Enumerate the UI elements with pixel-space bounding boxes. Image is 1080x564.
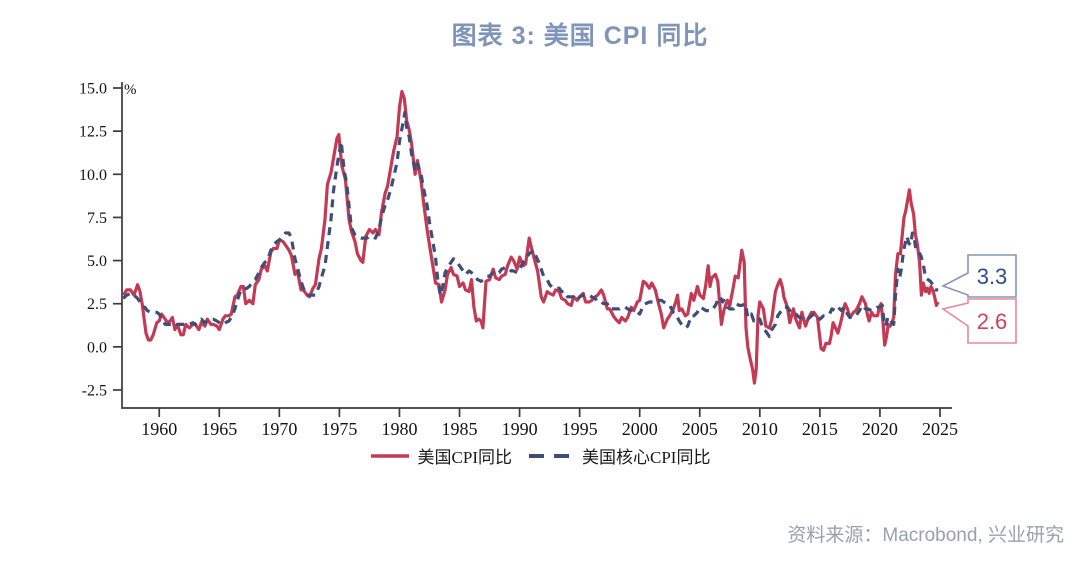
x-axis-tick-label: 2015 — [802, 419, 838, 439]
y-axis-unit-label: % — [124, 82, 137, 98]
source-note: 资料来源：Macrobond, 兴业研究 — [787, 525, 1064, 546]
x-axis-tick-label: 2010 — [742, 419, 778, 439]
legend-label-us-cpi: 美国CPI同比 — [417, 448, 512, 467]
y-axis-tick-label: 0.0 — [87, 339, 107, 356]
x-axis-tick-label: 2000 — [622, 419, 658, 439]
y-axis-tick-label: 2.5 — [87, 296, 107, 313]
line-us-core-cpi — [122, 110, 939, 339]
callout-core-cpi-value: 3.3 — [977, 264, 1008, 289]
y-axis-tick-label: 10.0 — [79, 167, 107, 184]
callout-core-cpi-box — [941, 254, 1017, 298]
line-us-cpi — [121, 89, 940, 385]
legend-item-us-cpi: 美国CPI同比 — [370, 443, 512, 468]
y-axis-tick-label: 5.0 — [87, 253, 107, 270]
y-axis-tick-label: 12.5 — [79, 124, 107, 141]
y-axis-tick-label: 7.5 — [87, 210, 107, 227]
x-axis-tick-label: 2020 — [862, 419, 898, 439]
chart-title: 图表 3: 美国 CPI 同比 — [451, 22, 709, 50]
x-axis-tick-label: 1990 — [502, 419, 538, 439]
x-axis-tick-label: 1970 — [261, 419, 297, 439]
x-axis-tick-label: 1995 — [562, 419, 598, 439]
x-axis-tick-label: 1975 — [321, 419, 357, 439]
legend-dashed-line-icon — [529, 453, 573, 458]
x-axis-tick-label: 1980 — [381, 419, 417, 439]
chart-legend: 美国CPI同比 美国核心CPI同比 — [0, 443, 1080, 468]
legend-label-us-core-cpi: 美国核心CPI同比 — [582, 448, 711, 467]
legend-item-us-core-cpi: 美国核心CPI同比 — [528, 443, 710, 468]
callout-headline-cpi-box — [941, 298, 1017, 344]
callout-headline-cpi-value: 2.6 — [977, 309, 1008, 334]
x-axis-tick-label: 2025 — [922, 419, 958, 439]
legend-solid-line-icon — [370, 453, 409, 458]
x-axis-tick-label: 1985 — [442, 419, 478, 439]
y-axis-tick-label: 15.0 — [79, 81, 107, 98]
y-axis-tick-label: -2.5 — [82, 383, 107, 400]
x-axis-tick-label: 2005 — [682, 419, 718, 439]
x-axis-tick-label: 1965 — [201, 419, 237, 439]
x-axis-tick-label: 1960 — [141, 419, 177, 439]
axes-lines — [121, 82, 952, 409]
